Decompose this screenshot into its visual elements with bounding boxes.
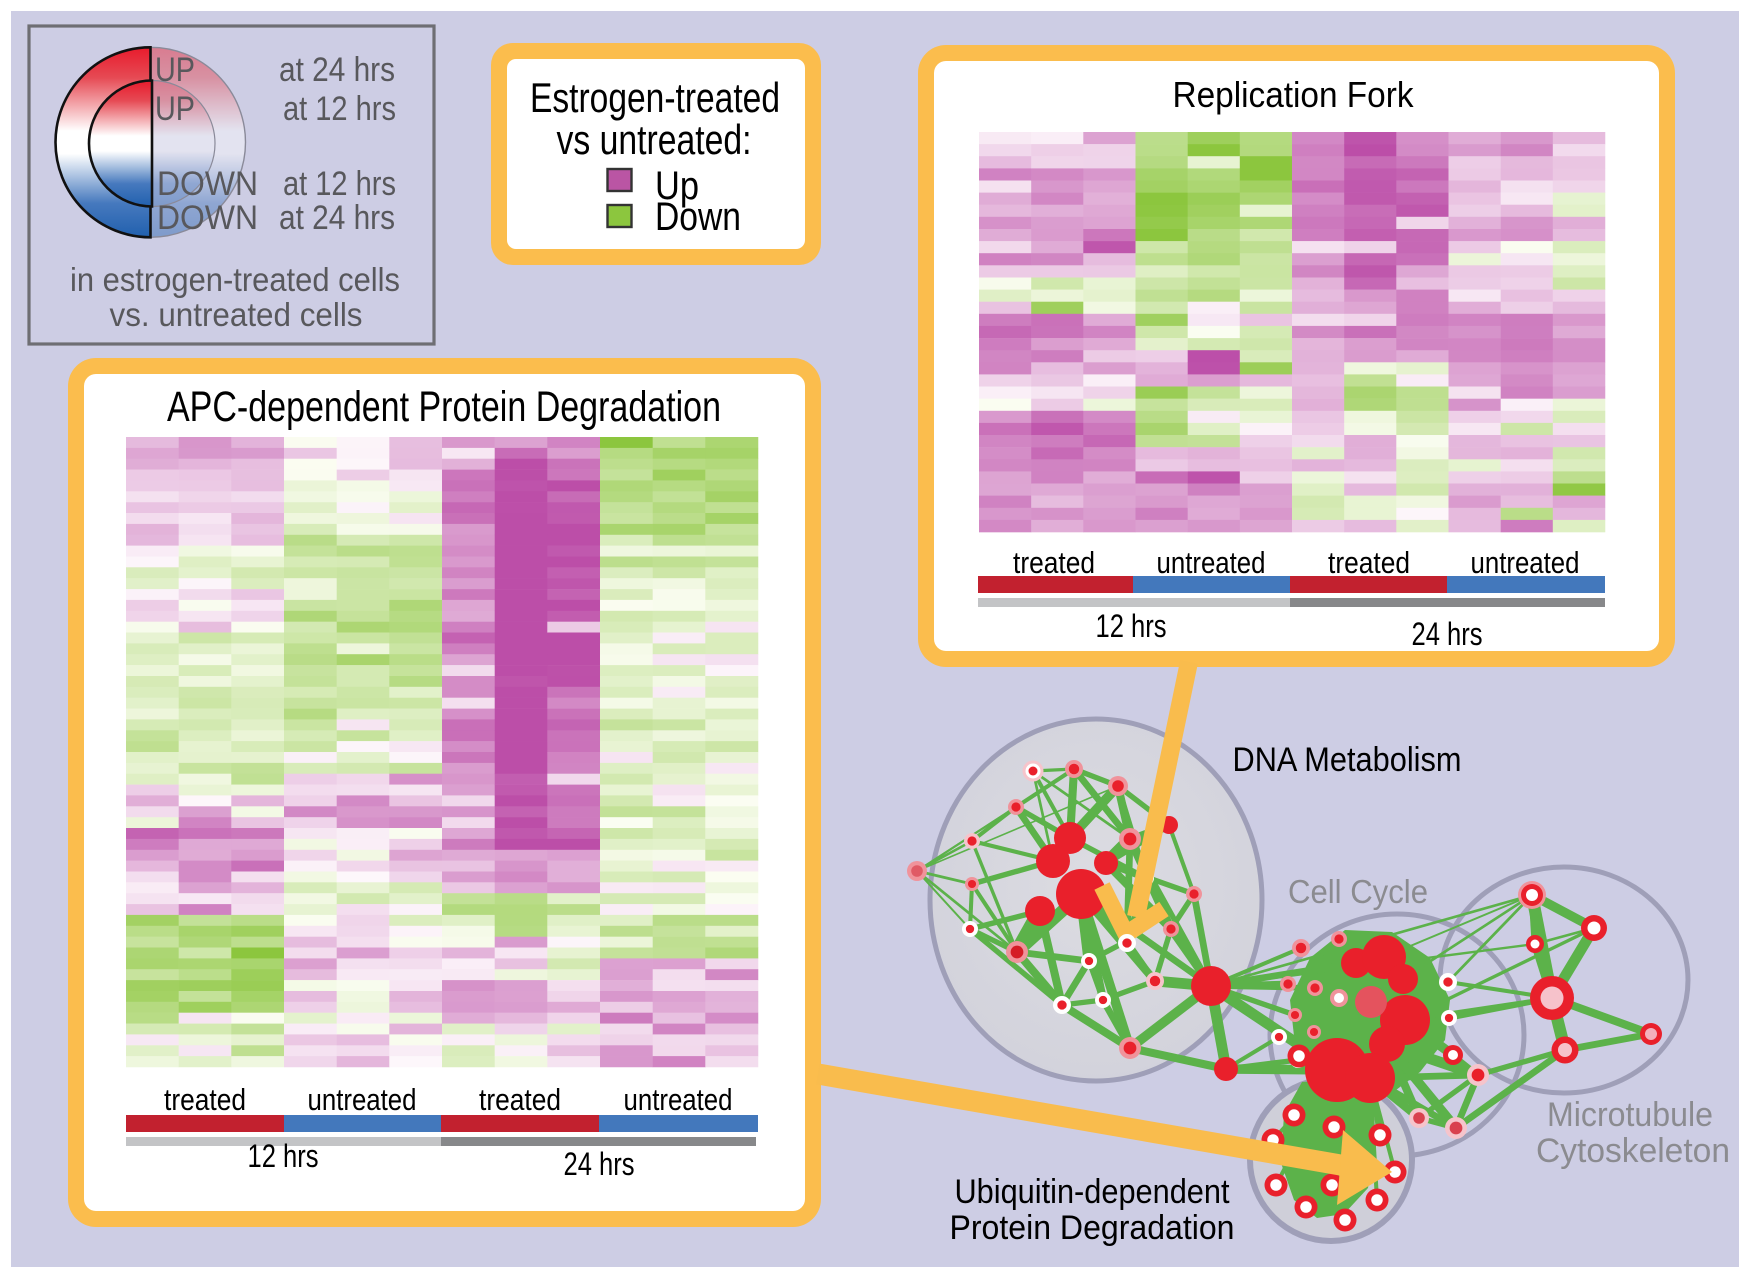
svg-text:untreated: untreated	[1471, 545, 1580, 580]
svg-text:vs untreated:: vs untreated:	[557, 116, 752, 163]
svg-text:at 12 hrs: at 12 hrs	[283, 165, 396, 203]
svg-text:UP: UP	[155, 51, 195, 89]
svg-text:treated: treated	[1013, 545, 1095, 580]
svg-text:Replication Fork: Replication Fork	[1173, 74, 1415, 115]
svg-text:Cell Cycle: Cell Cycle	[1288, 873, 1428, 910]
svg-text:vs. untreated cells: vs. untreated cells	[110, 296, 363, 333]
svg-text:Protein Degradation: Protein Degradation	[950, 1209, 1235, 1247]
svg-text:12 hrs: 12 hrs	[1096, 608, 1167, 644]
svg-text:treated: treated	[164, 1082, 246, 1117]
svg-text:Estrogen-treated: Estrogen-treated	[530, 74, 780, 121]
svg-text:UP: UP	[155, 90, 195, 128]
svg-text:at 24 hrs: at 24 hrs	[279, 51, 395, 89]
svg-text:DOWN: DOWN	[157, 199, 258, 237]
svg-text:Down: Down	[655, 195, 741, 239]
svg-text:in estrogen-treated cells: in estrogen-treated cells	[70, 261, 400, 298]
svg-text:12 hrs: 12 hrs	[248, 1138, 319, 1174]
svg-text:untreated: untreated	[1157, 545, 1266, 580]
svg-text:at 24 hrs: at 24 hrs	[279, 199, 395, 237]
svg-text:Ubiquitin-dependent: Ubiquitin-dependent	[955, 1173, 1230, 1211]
svg-text:at 12 hrs: at 12 hrs	[283, 90, 396, 128]
svg-text:untreated: untreated	[308, 1082, 417, 1117]
svg-text:Up: Up	[655, 164, 699, 208]
svg-text:Cytoskeleton: Cytoskeleton	[1536, 1132, 1730, 1170]
svg-text:24 hrs: 24 hrs	[564, 1146, 635, 1182]
svg-text:treated: treated	[479, 1082, 561, 1117]
svg-text:24 hrs: 24 hrs	[1412, 616, 1483, 652]
svg-text:untreated: untreated	[624, 1082, 733, 1117]
svg-text:APC-dependent Protein Degradat: APC-dependent Protein Degradation	[167, 383, 721, 431]
svg-text:Microtubule: Microtubule	[1547, 1096, 1713, 1134]
svg-text:treated: treated	[1328, 545, 1410, 580]
svg-text:DOWN: DOWN	[157, 165, 258, 203]
svg-text:DNA Metabolism: DNA Metabolism	[1233, 741, 1462, 779]
